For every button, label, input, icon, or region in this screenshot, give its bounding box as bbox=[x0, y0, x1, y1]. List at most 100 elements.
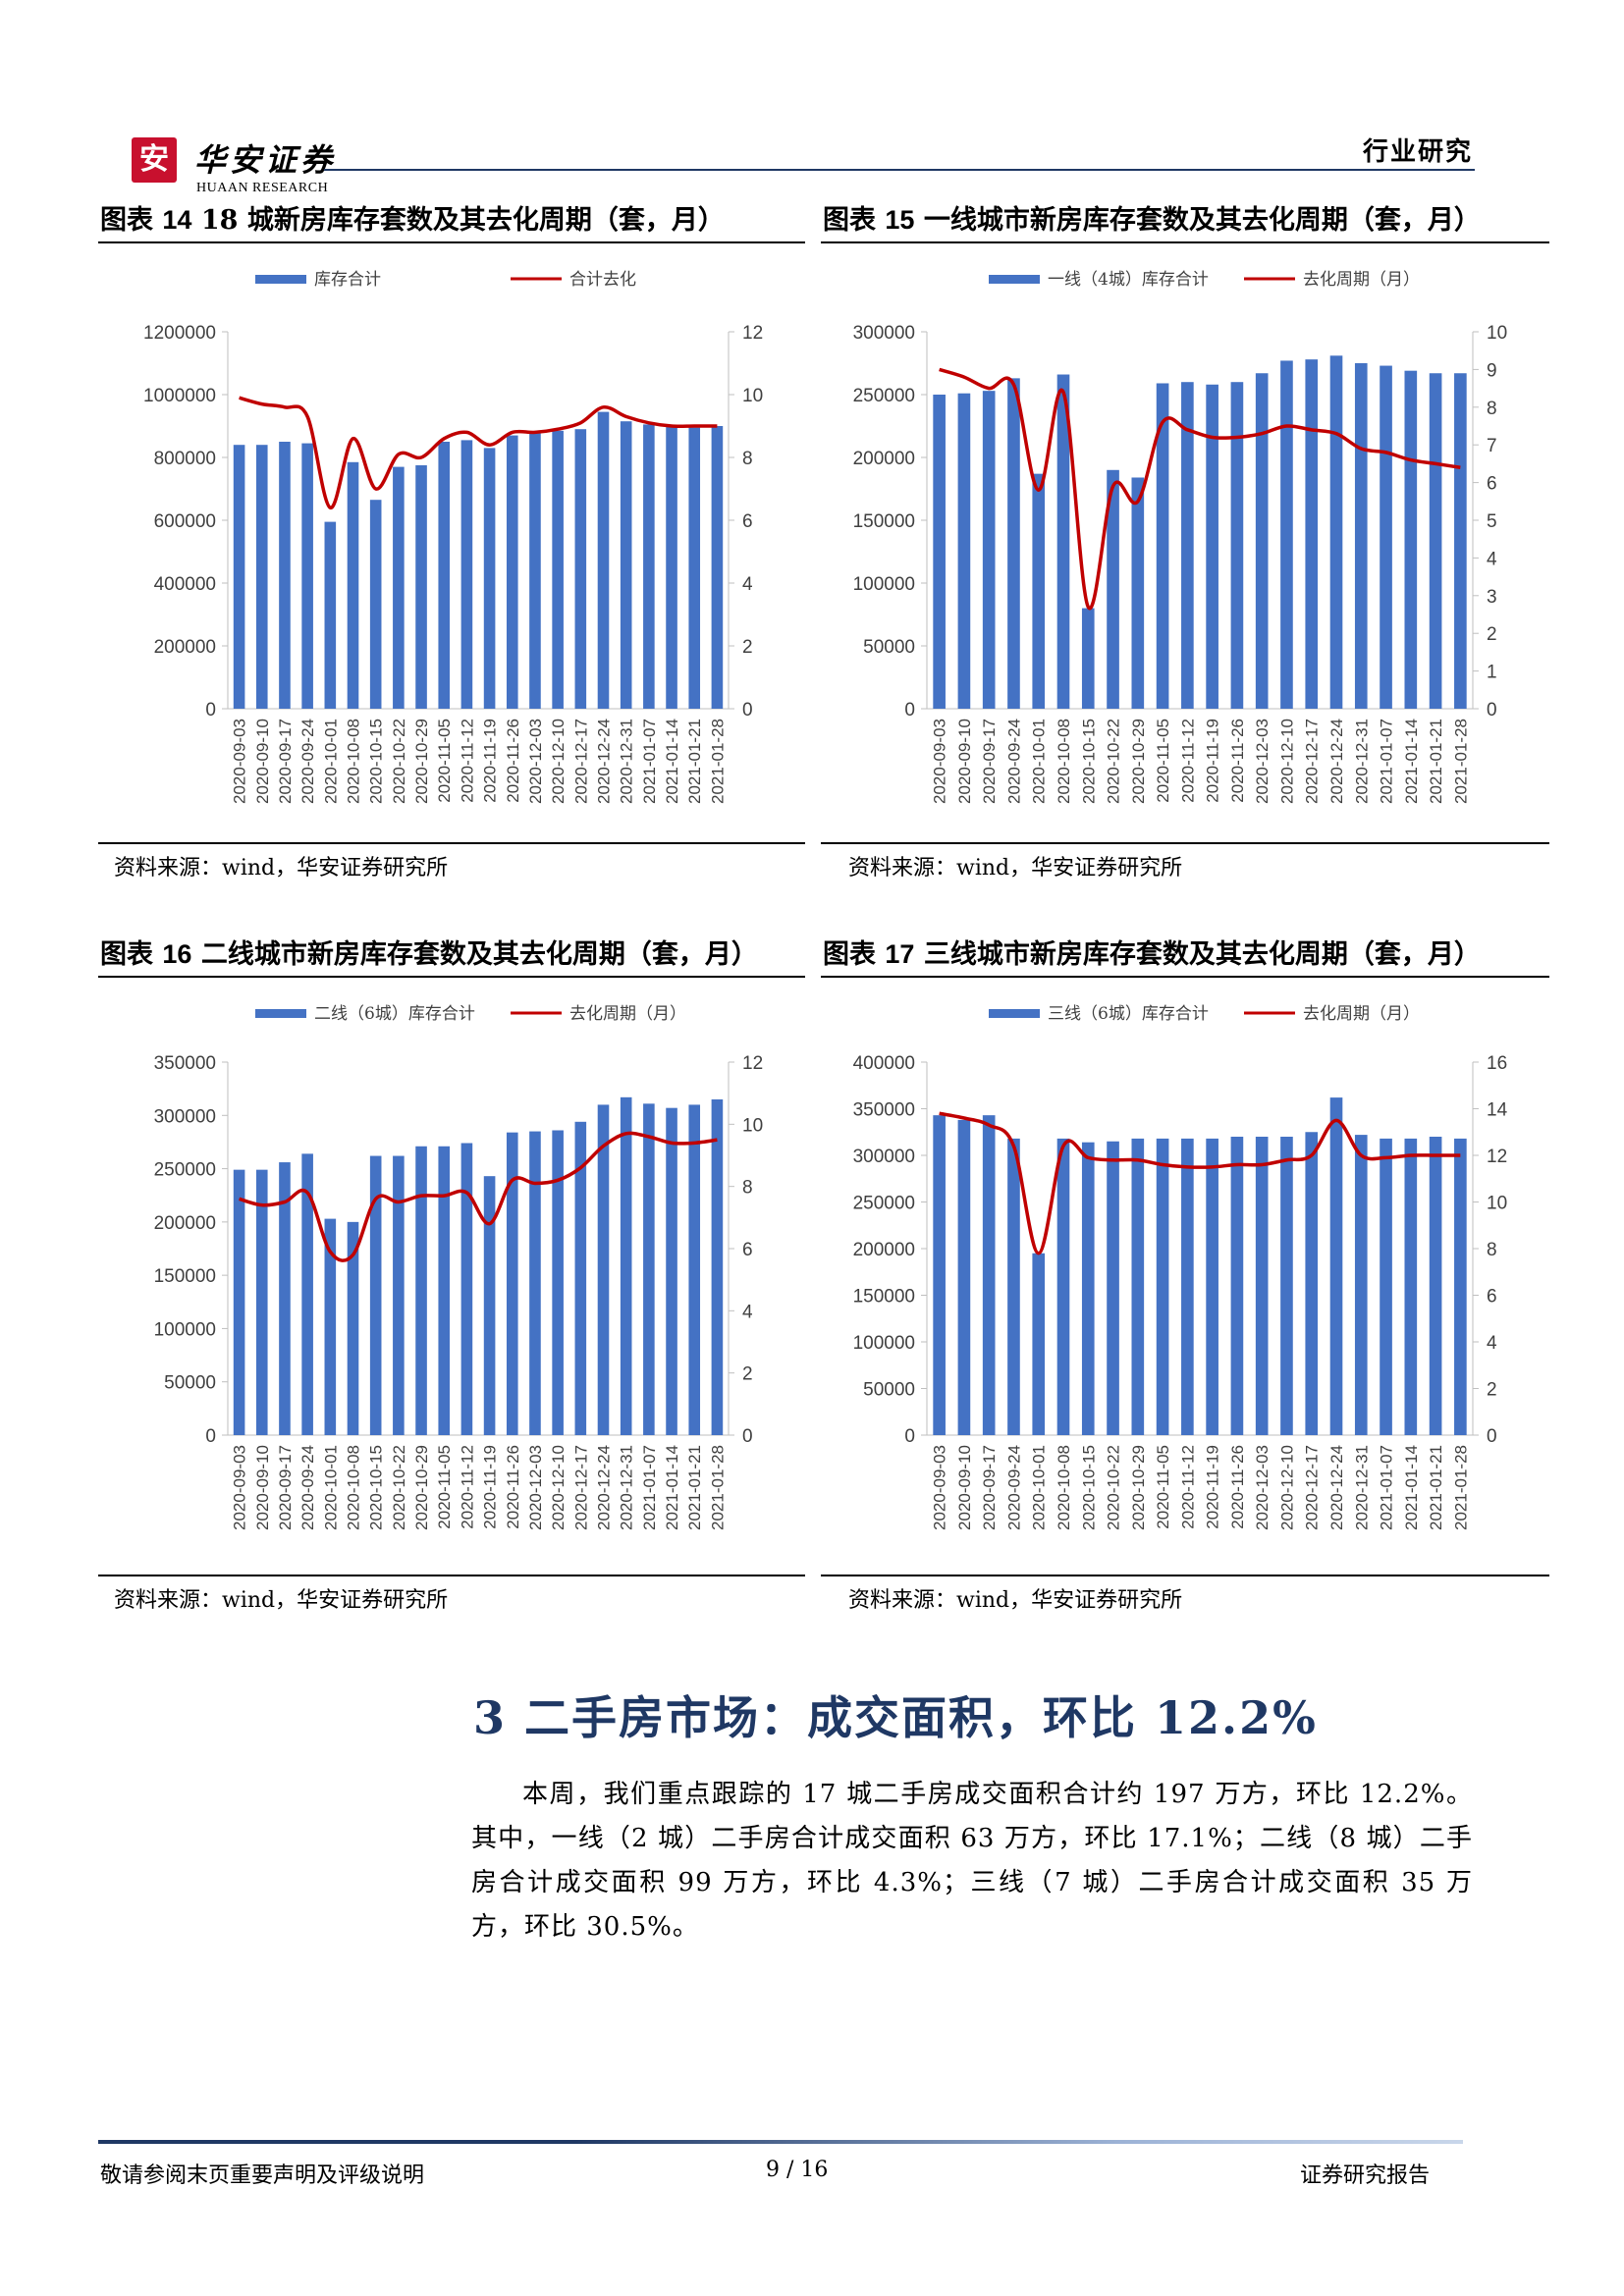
x-tick-label: 2020-10-29 bbox=[412, 1445, 431, 1530]
bar bbox=[1255, 373, 1269, 709]
bar bbox=[666, 426, 677, 709]
bar bbox=[301, 443, 313, 709]
bar bbox=[415, 465, 427, 709]
y-left-tick-label: 350000 bbox=[154, 1053, 216, 1074]
x-tick-label: 2020-11-19 bbox=[1204, 719, 1222, 803]
legend: 库存合计 合计去化 bbox=[255, 270, 636, 290]
legend-bar-label: 三线（6城）库存合计 bbox=[1048, 1004, 1209, 1024]
bar bbox=[574, 1121, 587, 1435]
legend-bar-label: 二线（6城）库存合计 bbox=[314, 1004, 475, 1024]
bar bbox=[438, 1146, 451, 1435]
bar bbox=[1181, 1138, 1194, 1435]
figure-17-source-rule bbox=[821, 1575, 1549, 1576]
x-tick-label: 2020-09-10 bbox=[253, 1445, 272, 1530]
bar bbox=[483, 448, 496, 709]
x-tick-label: 2020-12-24 bbox=[1327, 719, 1346, 804]
legend-bar-swatch bbox=[989, 1009, 1040, 1018]
figure-16-title: 图表 16 二线城市新房库存套数及其去化周期（套，月） bbox=[100, 939, 758, 970]
x-tick-label: 2020-11-05 bbox=[1154, 719, 1172, 803]
y-right-tick-label: 6 bbox=[1487, 474, 1497, 495]
y-left-tick-label: 250000 bbox=[853, 386, 915, 406]
figure-14-title: 图表 14 18 城新房库存套数及其去化周期（套，月） bbox=[100, 205, 725, 236]
y-left-tick-label: 150000 bbox=[853, 1287, 915, 1308]
y-right-tick-label: 4 bbox=[742, 1302, 753, 1322]
bar bbox=[1230, 382, 1244, 709]
bar bbox=[255, 1169, 268, 1435]
x-tick-label: 2020-11-12 bbox=[458, 1445, 476, 1529]
x-tick-label: 2021-01-21 bbox=[685, 719, 704, 804]
x-tick-label: 2020-10-15 bbox=[367, 719, 386, 804]
x-tick-label: 2020-12-17 bbox=[1303, 719, 1322, 804]
x-tick-label: 2020-09-24 bbox=[1004, 719, 1023, 804]
y-right-tick-label: 2 bbox=[1487, 1380, 1497, 1401]
figure-15-chart: 一线（4城）库存合计 去化周期（月） 0 50000 100000 150000 20000… bbox=[853, 270, 1508, 804]
y-right-tick-label: 1 bbox=[1487, 663, 1497, 683]
y-right-tick-label: 2 bbox=[1487, 624, 1497, 645]
legend-bar-swatch bbox=[255, 275, 306, 284]
bar bbox=[1329, 1097, 1343, 1435]
x-tick-label: 2020-11-26 bbox=[1228, 719, 1247, 803]
x-tick-label: 2020-09-03 bbox=[231, 1445, 249, 1530]
y-left-tick-label: 100000 bbox=[853, 574, 915, 595]
y-right-tick-label: 4 bbox=[1487, 1333, 1497, 1354]
x-tick-label: 2020-10-22 bbox=[1105, 719, 1123, 804]
x-tick-label: 2020-11-05 bbox=[435, 1445, 454, 1529]
series-line bbox=[239, 1131, 718, 1262]
legend-bar-swatch bbox=[989, 275, 1040, 284]
y-left-tick-label: 400000 bbox=[154, 574, 216, 595]
bar bbox=[347, 461, 359, 709]
y-right-tick-label: 12 bbox=[1487, 1147, 1507, 1167]
y-left-tick-label: 0 bbox=[205, 1426, 216, 1447]
footer-disclaimer: 敬请参阅末页重要声明及评级说明 bbox=[100, 2163, 425, 2188]
x-tick-label: 2021-01-14 bbox=[1402, 719, 1421, 804]
y-right-tick-label: 8 bbox=[1487, 399, 1497, 419]
bar bbox=[347, 1221, 359, 1435]
y-left-tick-label: 0 bbox=[904, 1426, 915, 1447]
x-tick-label: 2020-10-29 bbox=[412, 719, 431, 804]
y-right-tick-label: 0 bbox=[1487, 700, 1497, 721]
y-left-tick-label: 50000 bbox=[164, 1373, 216, 1394]
x-tick-label: 2020-12-17 bbox=[571, 1445, 590, 1530]
y-right-tick-label: 6 bbox=[742, 1240, 753, 1260]
x-tick-label: 2020-12-03 bbox=[1253, 1445, 1272, 1530]
bar bbox=[688, 1104, 701, 1435]
series-line bbox=[939, 1111, 1461, 1255]
legend: 一线（4城）库存合计 去化周期（月） bbox=[989, 270, 1420, 290]
x-tick-label: 2021-01-14 bbox=[1402, 1445, 1421, 1530]
bar bbox=[1380, 1138, 1392, 1435]
x-tick-label: 2020-12-31 bbox=[1352, 719, 1371, 804]
figure-17-chart: 三线（6城）库存合计 去化周期（月） 0 50000 100000 150000 20000… bbox=[853, 1004, 1508, 1530]
x-tick-label: 2020-12-31 bbox=[618, 1445, 636, 1530]
x-tick-label: 2020-11-26 bbox=[504, 719, 522, 803]
footer-page-number: 9 / 16 bbox=[766, 2158, 829, 2182]
bar bbox=[1032, 1253, 1046, 1435]
bar bbox=[552, 430, 564, 709]
x-tick-label: 2020-10-22 bbox=[390, 719, 408, 804]
bar bbox=[1156, 383, 1169, 709]
figure-14-source-rule bbox=[98, 842, 805, 844]
y-left-tick-label: 100000 bbox=[853, 1333, 915, 1354]
y-left-tick-label: 300000 bbox=[853, 323, 915, 344]
bar bbox=[393, 1155, 405, 1435]
bar bbox=[1255, 1137, 1269, 1435]
bar bbox=[666, 1107, 677, 1435]
y-right-tick-label: 8 bbox=[1487, 1240, 1497, 1260]
footer-report-type: 证券研究报告 bbox=[1300, 2163, 1431, 2188]
bar bbox=[1131, 1138, 1145, 1435]
y-right-tick-label: 10 bbox=[742, 386, 763, 406]
legend-line-label: 合计去化 bbox=[569, 270, 636, 290]
bar bbox=[1404, 370, 1418, 709]
y-right-tick-label: 14 bbox=[1487, 1100, 1508, 1121]
figure-15-source-rule bbox=[821, 842, 1549, 844]
figure-15-title: 图表 15 一线城市新房库存套数及其去化周期（套，月） bbox=[823, 205, 1481, 236]
y-left-tick-label: 250000 bbox=[853, 1194, 915, 1214]
bar bbox=[688, 427, 701, 709]
y-left-tick-label: 200000 bbox=[154, 1213, 216, 1234]
y-left-tick-label: 250000 bbox=[154, 1160, 216, 1181]
x-tick-label: 2020-10-15 bbox=[1079, 1445, 1098, 1530]
bar bbox=[933, 1115, 946, 1435]
x-tick-label: 2020-10-29 bbox=[1129, 719, 1148, 804]
bar bbox=[1181, 382, 1194, 709]
y-right-tick-label: 10 bbox=[742, 1115, 763, 1136]
figure-17-title-rule bbox=[821, 976, 1549, 978]
